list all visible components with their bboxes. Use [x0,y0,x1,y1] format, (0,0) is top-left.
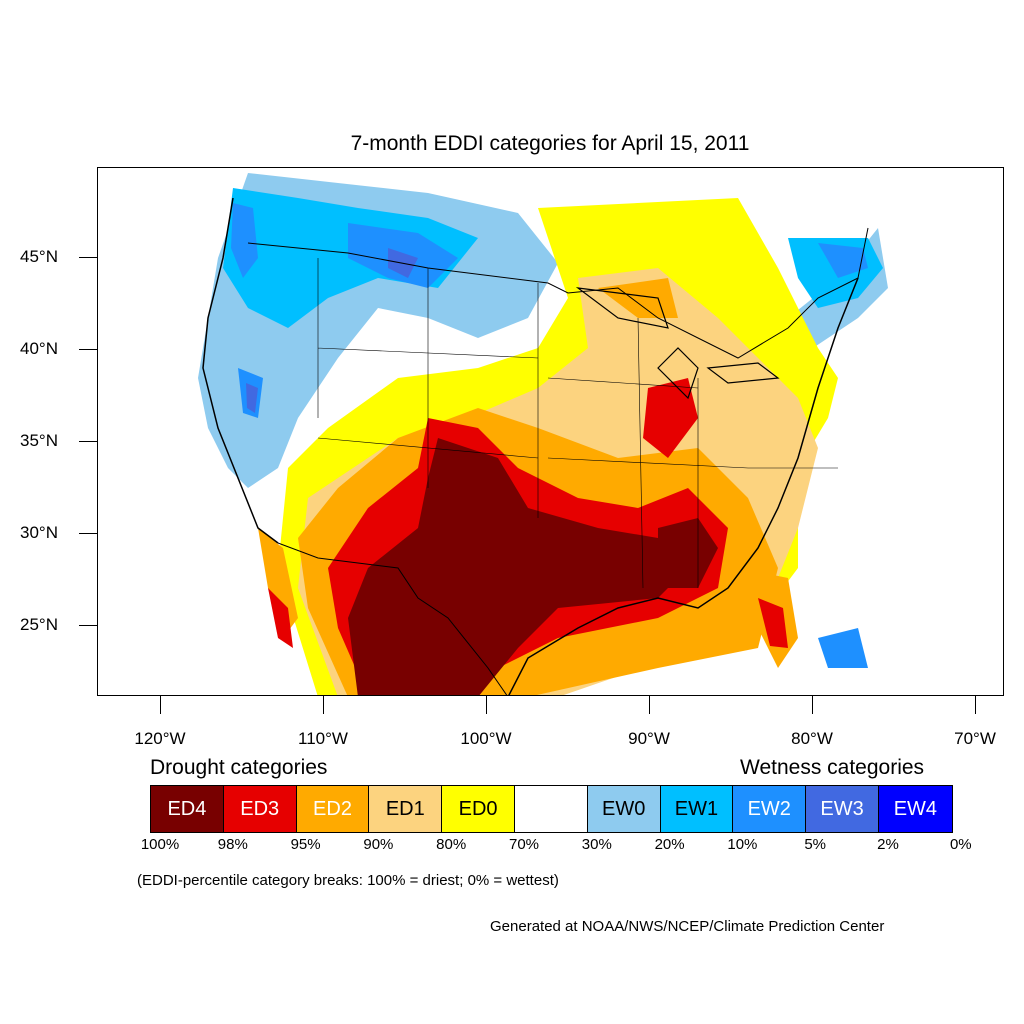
break-label: 95% [290,836,321,853]
break-label: 5% [804,836,827,853]
break-label: 70% [508,836,540,853]
lon-tick [323,696,324,714]
legend-swatch: ED0 [442,786,515,832]
legend-swatch: EW4 [878,786,952,832]
wetness-areas [198,173,888,668]
lat-tick [79,349,97,350]
drought-ed3-ohio [643,378,698,458]
wetness-heading: Wetness categories [740,756,925,779]
lat-tick [79,533,97,534]
wet-area-florida-keys [818,628,868,668]
lat-label: 40°N [20,339,58,358]
legend-swatch: ED4 [151,786,224,832]
break-label: 2% [877,836,899,853]
lon-tick [649,696,650,714]
lon-label: 100°W [460,729,512,748]
lat-label: 30°N [20,523,58,542]
break-label: 30% [581,836,612,853]
lat-tick [79,257,97,258]
lon-label: 110°W [298,729,348,748]
coastline [202,197,859,695]
wet-area-ne-ew2 [818,243,868,278]
great-lakes [575,287,780,400]
drought-ed4 [348,438,688,695]
drought-ed4-ms-valley [658,518,718,588]
drought-ed3-florida [758,598,788,648]
category-legend: ED4 ED3 ED2 ED1 ED0 EW0 EW1 EW2 EW3 EW4 [150,785,953,833]
map-panel [97,167,1004,696]
legend-swatch: EW0 [587,786,661,832]
break-label: 100% [140,836,180,853]
wet-area-sierra-ew3 [246,383,258,413]
legend-swatch: EW2 [733,786,807,832]
break-label: 0% [949,836,972,853]
lon-tick [975,696,976,714]
legend-swatch: ED1 [369,786,443,832]
legend-swatch: EW1 [660,786,734,832]
lon-label: 80°W [791,729,833,748]
break-label: 10% [727,836,758,853]
lat-label: 45°N [20,247,58,266]
category-note: (EDDI-percentile category breaks: 100% =… [137,872,559,889]
drought-heading: Drought categories [150,756,328,779]
legend-swatch: EW3 [806,786,879,832]
lon-tick [486,696,487,714]
lon-tick [812,696,813,714]
wet-area-coast-ew2 [231,203,258,278]
lat-label: 35°N [20,431,58,450]
break-label: 80% [436,836,467,853]
drought-ed3-baja [268,588,293,648]
lat-tick [79,625,97,626]
lon-label: 120°W [134,729,186,748]
borders [202,197,869,695]
break-label: 90% [363,836,394,853]
lon-label: 70°W [954,729,996,748]
lon-tick [160,696,161,714]
legend-swatch: ED3 [223,786,297,832]
lat-label: 25°N [20,615,58,634]
legend-swatch [514,786,588,832]
eddi-map [198,173,888,695]
lon-label: 90°W [628,729,670,748]
us-mexico-border [277,542,508,695]
credit-line: Generated at NOAA/NWS/NCEP/Climate Predi… [490,918,885,935]
legend-swatch: ED2 [296,786,370,832]
break-label: 98% [217,836,248,853]
break-label: 20% [654,836,685,853]
map-title: 7-month EDDI categories for April 15, 20… [350,132,750,155]
state-lines [317,258,838,589]
lat-tick [79,441,97,442]
